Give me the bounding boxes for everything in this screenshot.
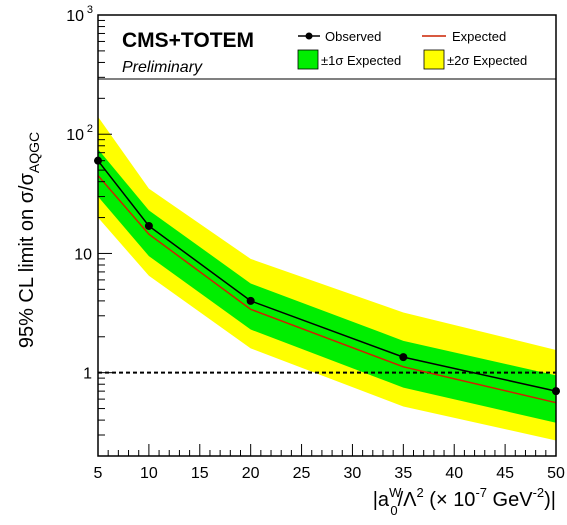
legend-expected-label: Expected bbox=[452, 29, 506, 44]
x-tick-label: 20 bbox=[242, 465, 260, 482]
x-label-sup2: 2 bbox=[417, 485, 424, 500]
plot-frame bbox=[97, 14, 557, 457]
legend-2sigma-label: ±2σ Expected bbox=[447, 53, 527, 68]
series-layer bbox=[94, 156, 560, 404]
y-tick-label: 10 bbox=[74, 246, 92, 263]
x-tick-label: 35 bbox=[394, 465, 412, 482]
legend-1sigma-swatch bbox=[297, 49, 319, 70]
band-1sigma bbox=[98, 149, 556, 423]
x-tick-label: 30 bbox=[344, 465, 362, 482]
bands-layer bbox=[98, 116, 556, 441]
x-tick-label: 5 bbox=[94, 465, 103, 482]
legend-2sigma-swatch bbox=[423, 49, 445, 70]
x-label-post: (× 10 bbox=[424, 489, 476, 511]
legend-1sigma: ±1σ Expected bbox=[297, 49, 401, 70]
y-axis-label-main: 95% CL limit on σ/σ bbox=[16, 172, 38, 348]
y-tick-exponent: 2 bbox=[87, 123, 93, 135]
observed-point bbox=[246, 296, 255, 305]
x-tick-label: 40 bbox=[445, 465, 463, 482]
y-axis-label: 95% CL limit on σ/σAQGC bbox=[16, 132, 42, 348]
y-tick-label: 10 bbox=[66, 8, 84, 25]
y-tick-label: 1 bbox=[83, 366, 92, 383]
legend-1sigma-label: ±1σ Expected bbox=[321, 53, 401, 68]
x-tick-label: 45 bbox=[496, 465, 514, 482]
x-label-end: )| bbox=[544, 489, 556, 511]
x-label-post2: GeV bbox=[487, 489, 533, 511]
y-tick-exponent: 3 bbox=[87, 4, 93, 16]
x-label-sup4: -2 bbox=[533, 485, 545, 500]
x-tick-label: 25 bbox=[293, 465, 311, 482]
x-label-pre: |a bbox=[373, 489, 390, 511]
x-label-mid: /Λ bbox=[398, 489, 418, 511]
x-label-sup3: -7 bbox=[475, 485, 487, 500]
x-tick-label: 10 bbox=[140, 465, 158, 482]
series-line-expected bbox=[97, 175, 557, 404]
observed-point bbox=[144, 221, 153, 230]
legend-observed-label: Observed bbox=[325, 29, 381, 44]
x-tick-label: 50 bbox=[547, 465, 565, 482]
x-tick-label: 15 bbox=[191, 465, 209, 482]
x-label-sup: W bbox=[389, 485, 402, 500]
legend-expected: Expected bbox=[422, 29, 506, 44]
x-axis-label: |aW 0/Λ2 (× 10-7 GeV-2)| bbox=[373, 485, 556, 518]
legend-observed-marker bbox=[305, 32, 313, 40]
y-axis-label-sub: AQGC bbox=[26, 132, 42, 173]
x-label-sub: 0 bbox=[390, 503, 397, 518]
legend-2sigma: ±2σ Expected bbox=[423, 49, 527, 70]
chart-title: CMS+TOTEM bbox=[122, 29, 254, 52]
legend-box bbox=[97, 14, 557, 80]
chart-subtitle: Preliminary bbox=[122, 59, 203, 76]
y-tick-label: 10 bbox=[66, 127, 84, 144]
legend-observed: Observed bbox=[298, 29, 381, 44]
observed-point bbox=[399, 353, 408, 362]
